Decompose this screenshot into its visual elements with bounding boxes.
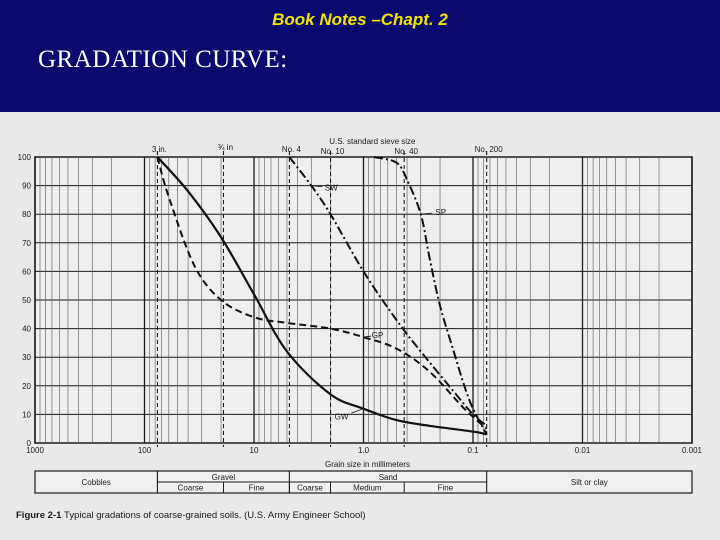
y-tick-label: 0 [27,439,32,448]
sieve-label: No. 40 [394,147,418,156]
y-tick-label: 30 [22,353,31,362]
figure-caption: Figure 2-1 Typical gradations of coarse-… [16,510,366,521]
series-label-gw: GW [335,413,349,422]
y-tick-label: 40 [22,325,31,334]
y-tick-label: 10 [22,410,31,419]
x-tick-label: 1000 [26,446,44,455]
series-curve-gw [156,156,487,436]
classification-label: Sand [379,473,398,482]
classification-sublabel: Fine [438,484,454,493]
y-tick-label: 90 [22,182,31,191]
x-tick-label: 10 [250,446,259,455]
series-curve-sp [373,156,488,435]
y-tick-label: 20 [22,382,31,391]
figure-caption-text: Typical gradations of coarse-grained soi… [64,510,366,521]
x-tick-label: 0.01 [575,446,591,455]
series-label-sp: SP [435,208,446,217]
slide-title: Book Notes –Chapt. 2 [272,10,448,29]
classification-label: Gravel [212,473,236,482]
series-label-leader [363,335,372,338]
series-label-gp: GP [372,331,384,340]
classification-label: Silt or clay [571,478,608,487]
x-tick-label: 0.1 [467,446,479,455]
sieve-label: ¾ in [218,143,233,152]
series-curve-gp [156,156,488,430]
classification-sublabel: Coarse [178,484,204,493]
y-tick-label: 100 [18,153,32,162]
sieve-label: No. 200 [475,145,504,154]
slide-heading: GRADATION CURVE: [38,46,288,73]
y-tick-label: 80 [22,210,31,219]
series-curve-sw [288,156,488,427]
x-tick-label: 0.001 [682,446,703,455]
x-tick-label: 100 [138,446,152,455]
y-tick-label: 70 [22,239,31,248]
x-axis-title: Grain size in millimeters [325,460,410,469]
y-tick-label: 60 [22,267,31,276]
classification-sublabel: Medium [353,484,382,493]
sieve-label: No. 4 [282,145,302,154]
sieve-label: No. 10 [321,147,345,156]
sieve-label: 3 in. [152,145,167,154]
series-label-leader [351,408,364,414]
classification-sublabel: Coarse [297,484,323,493]
series-label-sw: SW [325,184,338,193]
classification-sublabel: Fine [249,484,265,493]
figure-caption-label: Figure 2-1 [16,510,64,521]
slide-header: Book Notes –Chapt. 2 GRADATION CURVE: [0,0,720,112]
x-tick-label: 1.0 [358,446,370,455]
y-tick-label: 50 [22,296,31,305]
sieve-axis-title: U.S. standard sieve size [329,137,416,146]
series-label-leader [311,185,323,188]
series-label-leader [420,212,432,215]
classification-label: Cobbles [82,478,111,487]
